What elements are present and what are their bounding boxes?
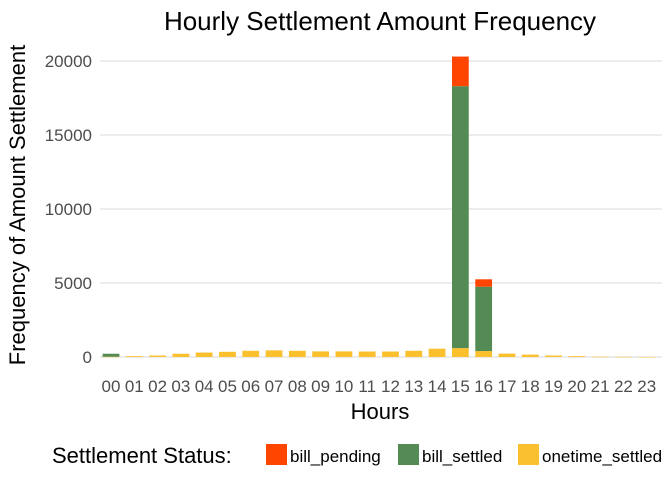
bar-onetime_settled-06	[242, 350, 260, 357]
bar-onetime_settled-17	[498, 353, 516, 357]
bar-onetime_settled-03	[172, 353, 190, 357]
y-tick-label: 5000	[54, 274, 92, 293]
bar-onetime_settled-10	[335, 351, 353, 357]
x-tick-label: 23	[637, 377, 656, 396]
bar-onetime_settled-15	[451, 348, 469, 357]
y-tick-label: 15000	[45, 126, 92, 145]
x-tick-label: 03	[171, 377, 190, 396]
legend-swatch-bill_settled	[398, 444, 419, 465]
x-tick-label: 17	[497, 377, 516, 396]
y-axis-title: Frequency of Amount Settlement	[5, 45, 30, 365]
bar-bill_pending-16	[475, 279, 493, 287]
x-tick-label: 01	[125, 377, 144, 396]
x-tick-label: 12	[381, 377, 400, 396]
x-tick-label: 21	[591, 377, 610, 396]
bar-onetime_settled-07	[265, 350, 283, 357]
legend-label-bill_pending: bill_pending	[290, 447, 381, 466]
bar-onetime_settled-02	[149, 355, 166, 357]
legend-swatch-bill_pending	[266, 444, 287, 465]
x-tick-label: 18	[521, 377, 540, 396]
legend-title: Settlement Status:	[52, 443, 232, 468]
x-tick-label: 14	[428, 377, 447, 396]
bar-onetime_settled-21	[591, 356, 609, 358]
bar-onetime_settled-18	[521, 354, 539, 357]
chart-title: Hourly Settlement Amount Frequency	[164, 6, 596, 36]
bar-onetime_settled-09	[312, 351, 330, 357]
x-tick-label: 05	[218, 377, 237, 396]
x-axis-ticks: 00 01 02 03 04 05 06 07 08 09 10 11 12 13 14 15 16 17 18 19…	[102, 377, 657, 396]
x-tick-label: 02	[148, 377, 167, 396]
bar-onetime_settled-00	[102, 356, 120, 358]
x-tick-label: 22	[614, 377, 633, 396]
bar-onetime_settled-19	[545, 355, 562, 357]
legend: Settlement Status: bill_pending bill_sett…	[52, 443, 662, 468]
bar-onetime_settled-23	[638, 356, 656, 358]
gridlines	[100, 60, 662, 358]
bars	[102, 56, 656, 358]
bar-onetime_settled-13	[405, 350, 423, 357]
legend-label-bill_settled: bill_settled	[422, 447, 502, 466]
legend-label-onetime_settled: onetime_settled	[542, 447, 662, 466]
x-tick-label: 10	[334, 377, 353, 396]
bar-bill_settled-16	[475, 286, 493, 352]
bar-bill_pending-15	[451, 56, 469, 87]
bar-onetime_settled-01	[125, 356, 143, 357]
y-tick-label: 10000	[45, 200, 92, 219]
bar-onetime_settled-12	[382, 351, 399, 357]
bar-bill_settled-00	[102, 353, 120, 357]
x-tick-label: 16	[474, 377, 493, 396]
x-tick-label: 11	[358, 377, 376, 396]
bar-onetime_settled-14	[428, 348, 446, 357]
x-tick-label: 07	[265, 377, 284, 396]
bar-onetime_settled-05	[219, 351, 236, 357]
bar-onetime_settled-20	[568, 356, 586, 357]
y-tick-label: 20000	[45, 52, 92, 71]
x-tick-label: 08	[288, 377, 307, 396]
bar-bill_settled-15	[451, 86, 469, 349]
x-tick-label: 09	[311, 377, 330, 396]
x-tick-label: 13	[404, 377, 423, 396]
x-tick-label: 20	[567, 377, 586, 396]
bar-onetime_settled-08	[288, 350, 306, 357]
x-tick-label: 04	[195, 377, 214, 396]
bar-onetime_settled-11	[358, 351, 376, 357]
x-tick-label: 00	[102, 377, 121, 396]
bar-onetime_settled-22	[615, 356, 632, 358]
x-axis-title: Hours	[351, 399, 410, 424]
y-tick-label: 0	[83, 348, 92, 367]
bar-onetime_settled-04	[195, 352, 213, 357]
x-tick-label: 19	[544, 377, 563, 396]
x-tick-label: 15	[451, 377, 470, 396]
legend-swatch-onetime_settled	[518, 444, 539, 465]
x-tick-label: 06	[241, 377, 260, 396]
bar-onetime_settled-16	[475, 351, 493, 357]
y-axis-ticks: 0 5000 10000 15000 20000	[45, 52, 92, 367]
